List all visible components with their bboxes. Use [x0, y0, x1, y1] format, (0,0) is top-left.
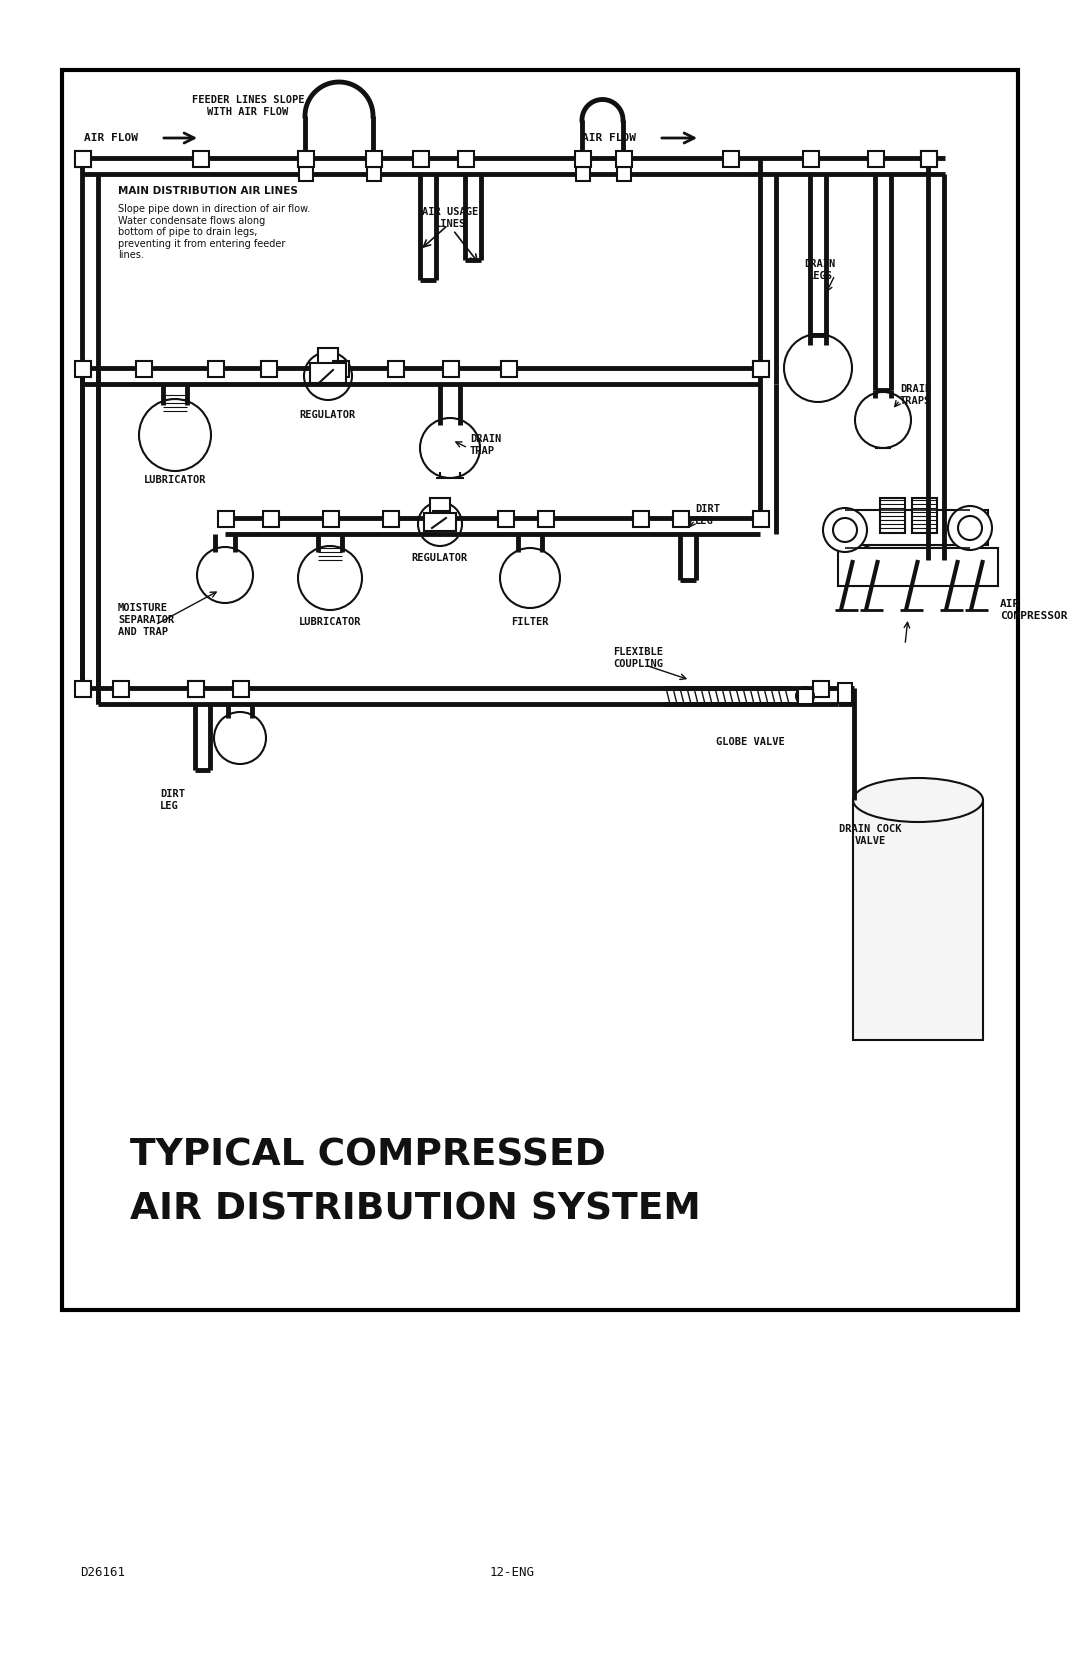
Bar	[75, 150, 91, 167]
Circle shape	[418, 502, 462, 546]
Text: LUBRICATOR: LUBRICATOR	[144, 476, 206, 486]
Bar	[575, 150, 591, 167]
Bar	[310, 362, 346, 382]
Ellipse shape	[853, 778, 983, 823]
Bar	[233, 681, 249, 698]
Text: DRAIN
LEGS: DRAIN LEGS	[805, 259, 836, 280]
Bar	[333, 361, 349, 377]
Text: FEEDER LINES SLOPE
WITH AIR FLOW: FEEDER LINES SLOPE WITH AIR FLOW	[192, 95, 305, 117]
Circle shape	[948, 506, 993, 551]
Bar	[430, 497, 450, 516]
Bar	[753, 361, 769, 377]
Bar	[804, 150, 819, 167]
Bar	[443, 361, 459, 377]
Bar	[264, 511, 279, 527]
Bar	[299, 167, 313, 180]
Bar	[424, 512, 456, 531]
Bar	[62, 70, 1018, 1310]
Circle shape	[833, 517, 858, 542]
Bar	[813, 681, 829, 698]
Circle shape	[784, 334, 852, 402]
Text: LUBRICATOR: LUBRICATOR	[299, 618, 361, 628]
Bar	[921, 150, 937, 167]
Text: AIR FLOW: AIR FLOW	[582, 134, 636, 144]
Text: Slope pipe down in direction of air flow.
Water condensate flows along
bottom of: Slope pipe down in direction of air flow…	[118, 204, 310, 260]
Circle shape	[958, 516, 982, 541]
Bar	[798, 689, 813, 704]
Text: DRAIN
TRAP: DRAIN TRAP	[470, 434, 501, 456]
Text: REGULATOR: REGULATOR	[411, 552, 468, 562]
Bar	[261, 361, 276, 377]
Text: DRAIN
TRAPS: DRAIN TRAPS	[900, 384, 931, 406]
Circle shape	[796, 688, 814, 704]
Bar	[113, 681, 129, 698]
Bar	[616, 150, 632, 167]
Bar	[383, 511, 399, 527]
Text: AIR USAGE
LINES: AIR USAGE LINES	[422, 207, 478, 229]
Circle shape	[420, 417, 480, 477]
Bar	[193, 150, 210, 167]
Text: 12-ENG: 12-ENG	[490, 1566, 535, 1579]
Text: GLOBE VALVE: GLOBE VALVE	[716, 738, 784, 748]
Text: REGULATOR: REGULATOR	[300, 411, 356, 421]
Bar	[188, 681, 204, 698]
Text: D26161: D26161	[80, 1566, 125, 1579]
Text: AIR
COMPRESSOR: AIR COMPRESSOR	[1000, 599, 1067, 621]
Bar	[868, 150, 885, 167]
Bar	[633, 511, 649, 527]
Bar	[576, 167, 590, 180]
Bar	[75, 361, 91, 377]
Bar	[218, 511, 234, 527]
Circle shape	[500, 547, 561, 608]
Bar	[366, 150, 382, 167]
Bar	[538, 511, 554, 527]
Bar	[458, 150, 474, 167]
Bar	[848, 511, 988, 546]
Bar	[673, 511, 689, 527]
Text: DIRT
LEG: DIRT LEG	[160, 789, 185, 811]
Bar	[323, 511, 339, 527]
Text: DRAIN COCK
VALVE: DRAIN COCK VALVE	[839, 824, 901, 846]
Text: MOISTURE
SEPARATOR
AND TRAP: MOISTURE SEPARATOR AND TRAP	[118, 604, 174, 636]
Bar	[853, 799, 983, 1040]
Bar	[723, 150, 739, 167]
Ellipse shape	[853, 537, 983, 582]
Bar	[838, 547, 998, 586]
Bar	[318, 349, 338, 367]
Bar	[75, 150, 91, 167]
Circle shape	[855, 392, 912, 447]
Bar	[501, 361, 517, 377]
Text: FLEXIBLE
COUPLING: FLEXIBLE COUPLING	[613, 648, 663, 669]
Bar	[388, 361, 404, 377]
Text: AIR DISTRIBUTION SYSTEM: AIR DISTRIBUTION SYSTEM	[130, 1192, 701, 1228]
Bar	[838, 683, 852, 703]
Bar	[921, 150, 937, 167]
Circle shape	[214, 713, 266, 764]
Bar	[498, 511, 514, 527]
Bar	[136, 361, 152, 377]
Circle shape	[298, 546, 362, 609]
Bar	[367, 167, 381, 180]
Bar	[753, 361, 769, 377]
Bar	[208, 361, 224, 377]
Text: DIRT
LEG: DIRT LEG	[696, 504, 720, 526]
Circle shape	[197, 547, 253, 603]
Bar	[413, 150, 429, 167]
Bar	[298, 150, 314, 167]
Text: AIR FLOW: AIR FLOW	[84, 134, 138, 144]
Bar	[188, 681, 204, 698]
Bar	[433, 511, 449, 527]
Text: TYPICAL COMPRESSED: TYPICAL COMPRESSED	[130, 1137, 606, 1173]
Circle shape	[303, 352, 352, 401]
Bar	[753, 511, 769, 527]
Bar	[617, 167, 631, 180]
Text: MAIN DISTRIBUTION AIR LINES: MAIN DISTRIBUTION AIR LINES	[118, 185, 298, 195]
Circle shape	[823, 507, 867, 552]
Text: FILTER: FILTER	[511, 618, 549, 628]
Bar	[912, 497, 937, 532]
Circle shape	[139, 399, 211, 471]
Bar	[880, 497, 905, 532]
Bar	[75, 681, 91, 698]
